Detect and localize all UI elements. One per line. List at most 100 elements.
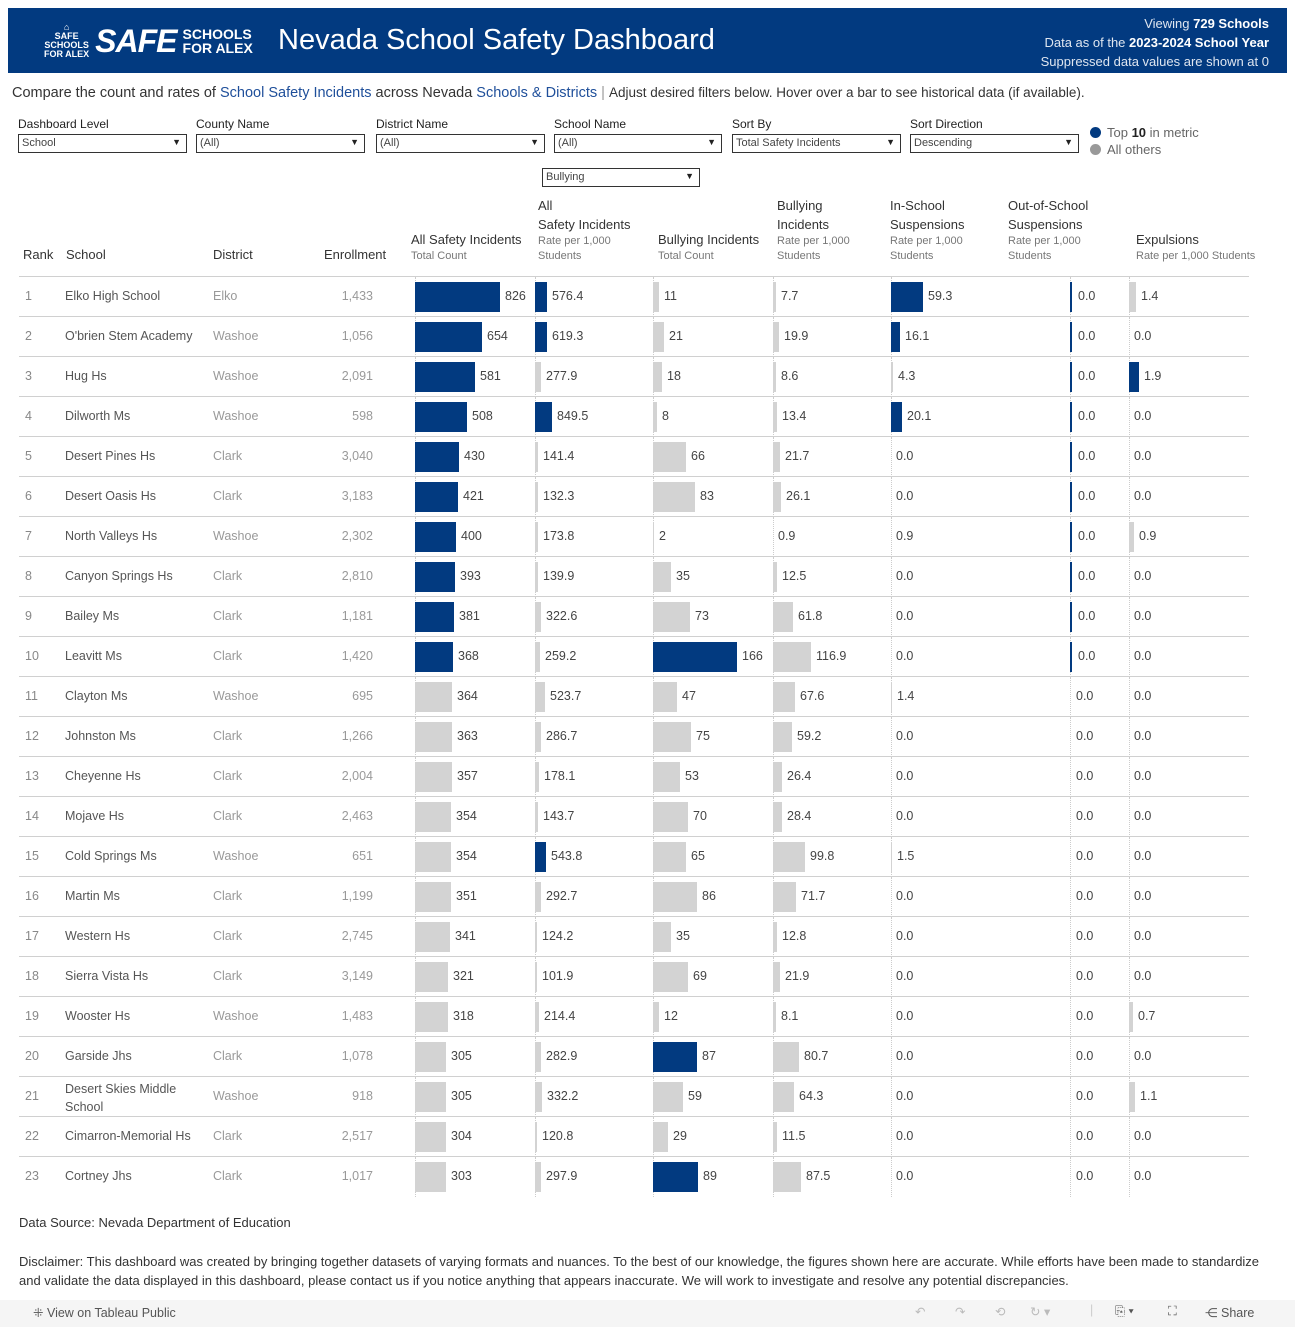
all-rate-bar[interactable] bbox=[535, 762, 539, 792]
header-out-of-school-suspensions[interactable]: Out-of-School Suspensions Rate per 1,000 St… bbox=[1008, 196, 1088, 264]
all-rate-bar[interactable] bbox=[535, 602, 541, 632]
bull-count-bar[interactable] bbox=[653, 802, 688, 832]
bull-count-bar[interactable] bbox=[653, 682, 677, 712]
header-bullying-rate[interactable]: Bullying Incidents Rate per 1,000 Students bbox=[777, 196, 850, 264]
all-rate-bar[interactable] bbox=[535, 802, 538, 832]
all-rate-bar[interactable] bbox=[535, 642, 540, 672]
oss-bar[interactable] bbox=[1070, 522, 1072, 552]
bull-count-bar[interactable] bbox=[653, 282, 659, 312]
all-rate-bar[interactable] bbox=[535, 522, 538, 552]
bull-count-bar[interactable] bbox=[653, 882, 697, 912]
iss-bar[interactable] bbox=[891, 362, 893, 392]
bull-count-bar[interactable] bbox=[653, 602, 690, 632]
header-rank[interactable]: Rank bbox=[23, 247, 54, 262]
all-count-bar[interactable] bbox=[415, 842, 451, 872]
bull-count-bar[interactable] bbox=[653, 1162, 698, 1192]
bull-count-bar[interactable] bbox=[653, 842, 686, 872]
all-count-bar[interactable] bbox=[415, 442, 459, 472]
exp-bar[interactable] bbox=[1129, 522, 1134, 552]
county-name-dropdown[interactable]: (All) ▼ bbox=[196, 134, 365, 153]
all-rate-bar[interactable] bbox=[535, 1042, 541, 1072]
all-count-bar[interactable] bbox=[415, 642, 453, 672]
bull-rate-bar[interactable] bbox=[773, 1122, 777, 1152]
school-name-dropdown[interactable]: (All) ▼ bbox=[554, 134, 722, 153]
bull-count-bar[interactable] bbox=[653, 522, 654, 552]
all-rate-bar[interactable] bbox=[535, 362, 541, 392]
bull-count-bar[interactable] bbox=[653, 762, 680, 792]
all-rate-bar[interactable] bbox=[535, 922, 537, 952]
bull-count-bar[interactable] bbox=[653, 1042, 697, 1072]
bull-rate-bar[interactable] bbox=[773, 1042, 799, 1072]
bull-rate-bar[interactable] bbox=[773, 562, 777, 592]
all-rate-bar[interactable] bbox=[535, 1002, 539, 1032]
oss-bar[interactable] bbox=[1070, 602, 1072, 632]
all-rate-bar[interactable] bbox=[535, 882, 541, 912]
exp-bar[interactable] bbox=[1129, 1082, 1135, 1112]
all-rate-bar[interactable] bbox=[535, 1082, 542, 1112]
district-name-dropdown[interactable]: (All) ▼ bbox=[376, 134, 545, 153]
all-count-bar[interactable] bbox=[415, 762, 452, 792]
redo-icon[interactable]: ↷ bbox=[955, 1305, 966, 1319]
bull-rate-bar[interactable] bbox=[773, 882, 796, 912]
bull-rate-bar[interactable] bbox=[773, 922, 777, 952]
all-rate-bar[interactable] bbox=[535, 962, 537, 992]
bull-rate-bar[interactable] bbox=[773, 802, 782, 832]
share-button[interactable]: ⋲ Share bbox=[1205, 1305, 1254, 1320]
oss-bar[interactable] bbox=[1070, 362, 1072, 392]
all-count-bar[interactable] bbox=[415, 1122, 446, 1152]
all-count-bar[interactable] bbox=[415, 322, 482, 352]
oss-bar[interactable] bbox=[1070, 442, 1072, 472]
iss-bar[interactable] bbox=[891, 322, 900, 352]
bull-rate-bar[interactable] bbox=[773, 1082, 794, 1112]
revert-icon[interactable]: ⟲ bbox=[995, 1305, 1006, 1319]
iss-bar[interactable] bbox=[891, 842, 892, 872]
all-count-bar[interactable] bbox=[415, 882, 451, 912]
header-all-rate[interactable]: All Safety Incidents Rate per 1,000 Student… bbox=[538, 196, 631, 264]
all-count-bar[interactable] bbox=[415, 722, 452, 752]
oss-bar[interactable] bbox=[1070, 562, 1072, 592]
all-count-bar[interactable] bbox=[415, 522, 456, 552]
header-all-count[interactable]: All Safety Incidents Total Count bbox=[411, 230, 522, 264]
exp-bar[interactable] bbox=[1129, 282, 1136, 312]
all-count-bar[interactable] bbox=[415, 362, 475, 392]
undo-icon[interactable]: ↶ bbox=[915, 1305, 926, 1319]
all-count-bar[interactable] bbox=[415, 962, 448, 992]
bull-rate-bar[interactable] bbox=[773, 682, 795, 712]
bull-count-bar[interactable] bbox=[653, 962, 688, 992]
bull-count-bar[interactable] bbox=[653, 922, 671, 952]
refresh-icon[interactable]: ↻ ▾ bbox=[1030, 1305, 1051, 1319]
bull-count-bar[interactable] bbox=[653, 402, 657, 432]
header-district[interactable]: District bbox=[213, 247, 253, 262]
all-count-bar[interactable] bbox=[415, 802, 451, 832]
bull-count-bar[interactable] bbox=[653, 322, 664, 352]
header-in-school-suspensions[interactable]: In-School Suspensions Rate per 1,000 Studen… bbox=[890, 196, 964, 264]
all-count-bar[interactable] bbox=[415, 282, 500, 312]
bull-rate-bar[interactable] bbox=[773, 402, 777, 432]
all-rate-bar[interactable] bbox=[535, 322, 547, 352]
incident-type-dropdown[interactable]: Bullying ▼ bbox=[542, 168, 700, 187]
all-count-bar[interactable] bbox=[415, 482, 458, 512]
view-on-tableau-public-link[interactable]: ⁜ View on Tableau Public bbox=[33, 1305, 176, 1320]
oss-bar[interactable] bbox=[1070, 482, 1072, 512]
bull-rate-bar[interactable] bbox=[773, 282, 776, 312]
all-count-bar[interactable] bbox=[415, 402, 467, 432]
bull-rate-bar[interactable] bbox=[773, 602, 793, 632]
all-rate-bar[interactable] bbox=[535, 1122, 537, 1152]
sort-by-dropdown[interactable]: Total Safety Incidents ▼ bbox=[732, 134, 901, 153]
all-count-bar[interactable] bbox=[415, 562, 455, 592]
fullscreen-icon[interactable]: ⛶ bbox=[1168, 1304, 1177, 1318]
bull-count-bar[interactable] bbox=[653, 362, 662, 392]
bull-rate-bar[interactable] bbox=[773, 442, 780, 472]
bull-count-bar[interactable] bbox=[653, 562, 671, 592]
bull-count-bar[interactable] bbox=[653, 482, 695, 512]
header-school[interactable]: School bbox=[66, 247, 106, 262]
exp-bar[interactable] bbox=[1129, 1002, 1133, 1032]
bull-count-bar[interactable] bbox=[653, 722, 691, 752]
header-enrollment[interactable]: Enrollment bbox=[324, 247, 387, 262]
bull-rate-bar[interactable] bbox=[773, 1002, 776, 1032]
all-rate-bar[interactable] bbox=[535, 1162, 541, 1192]
all-rate-bar[interactable] bbox=[535, 682, 545, 712]
bull-rate-bar[interactable] bbox=[773, 322, 779, 352]
bull-count-bar[interactable] bbox=[653, 1122, 668, 1152]
all-count-bar[interactable] bbox=[415, 1082, 446, 1112]
